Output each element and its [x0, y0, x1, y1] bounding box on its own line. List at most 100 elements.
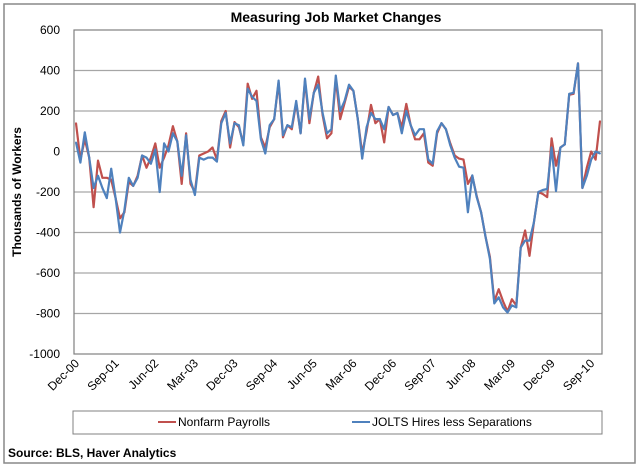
- data-point: [378, 118, 381, 120]
- data-point: [599, 152, 601, 155]
- data-point: [180, 183, 183, 185]
- data-point: [158, 166, 161, 169]
- data-point: [171, 125, 174, 128]
- data-point: [123, 209, 126, 212]
- data-point: [176, 140, 179, 143]
- y-tick-label: 0: [53, 145, 60, 159]
- y-tick-label: 600: [40, 23, 60, 37]
- data-point: [524, 229, 527, 232]
- gridlines: [74, 69, 602, 315]
- data-point: [290, 126, 293, 129]
- data-point: [493, 302, 496, 305]
- data-point: [387, 106, 390, 108]
- data-point: [546, 188, 549, 190]
- data-point: [594, 158, 597, 161]
- data-point: [480, 211, 483, 214]
- data-point: [590, 150, 593, 153]
- data-point: [436, 130, 438, 133]
- data-point: [462, 166, 465, 169]
- data-point: [458, 165, 460, 168]
- data-point: [418, 138, 421, 141]
- data-point: [361, 157, 364, 160]
- data-point: [268, 124, 271, 127]
- data-point: [273, 118, 276, 120]
- data-point: [119, 231, 121, 234]
- data-point: [559, 146, 562, 149]
- data-point: [238, 124, 240, 127]
- data-point: [515, 306, 518, 309]
- data-point: [440, 122, 443, 125]
- data-point: [497, 296, 500, 299]
- data-point: [101, 187, 104, 189]
- data-point: [383, 128, 386, 131]
- data-point: [97, 174, 99, 177]
- data-point: [555, 190, 557, 192]
- data-point: [255, 89, 258, 92]
- data-point: [229, 142, 232, 145]
- data-point: [444, 128, 447, 131]
- data-point: [599, 120, 601, 123]
- data-point: [202, 158, 205, 161]
- chart-border: [3, 3, 636, 464]
- data-point: [365, 126, 368, 129]
- legend-label-nonfarm: Nonfarm Payrolls: [178, 415, 270, 429]
- data-point: [352, 89, 355, 92]
- data-point: [471, 174, 474, 177]
- data-point: [282, 136, 284, 139]
- data-point: [326, 132, 328, 135]
- data-point: [308, 122, 311, 125]
- data-point: [158, 191, 161, 193]
- data-point: [92, 206, 95, 209]
- data-point: [154, 142, 157, 145]
- data-point: [528, 254, 531, 257]
- data-point: [295, 99, 298, 102]
- data-point: [502, 306, 505, 309]
- data-point: [453, 156, 456, 159]
- data-point: [370, 104, 372, 106]
- y-tick-labels: 600 400 200 0 -200 -400 -600 -800 -1000: [29, 23, 60, 361]
- data-point: [304, 77, 306, 80]
- data-point: [224, 112, 227, 114]
- data-point: [489, 257, 491, 260]
- data-point: [255, 99, 258, 102]
- data-point: [462, 158, 465, 161]
- data-point: [224, 110, 227, 112]
- data-point: [79, 161, 82, 164]
- data-point: [339, 118, 342, 120]
- data-point: [198, 154, 201, 157]
- y-tick-label: 200: [40, 104, 60, 118]
- data-point: [207, 150, 210, 153]
- y-tick-label: -800: [36, 307, 60, 321]
- data-point: [211, 156, 214, 159]
- data-point: [193, 194, 196, 196]
- data-point: [414, 134, 416, 137]
- series-jolts-hires-less-separations: [74, 62, 601, 314]
- data-point: [317, 83, 320, 86]
- data-point: [110, 167, 113, 170]
- data-point: [198, 156, 201, 159]
- data-point: [422, 128, 425, 131]
- data-point: [339, 110, 342, 112]
- data-point: [568, 92, 571, 95]
- data-point: [97, 159, 99, 162]
- data-point: [497, 288, 500, 291]
- data-point: [145, 166, 148, 169]
- data-point: [185, 134, 187, 137]
- data-point: [466, 211, 469, 214]
- data-point: [431, 162, 434, 165]
- data-point: [110, 178, 113, 181]
- data-point: [374, 118, 377, 120]
- data-point: [233, 122, 236, 125]
- data-point: [519, 246, 522, 249]
- data-point: [427, 161, 430, 164]
- data-point: [594, 150, 597, 153]
- data-point: [286, 124, 289, 127]
- data-point: [511, 304, 513, 307]
- data-point: [312, 91, 315, 94]
- data-point: [356, 118, 359, 120]
- data-point: [171, 132, 174, 135]
- data-point: [260, 138, 262, 141]
- data-point: [317, 75, 320, 78]
- data-point: [141, 154, 143, 157]
- data-point: [216, 160, 218, 163]
